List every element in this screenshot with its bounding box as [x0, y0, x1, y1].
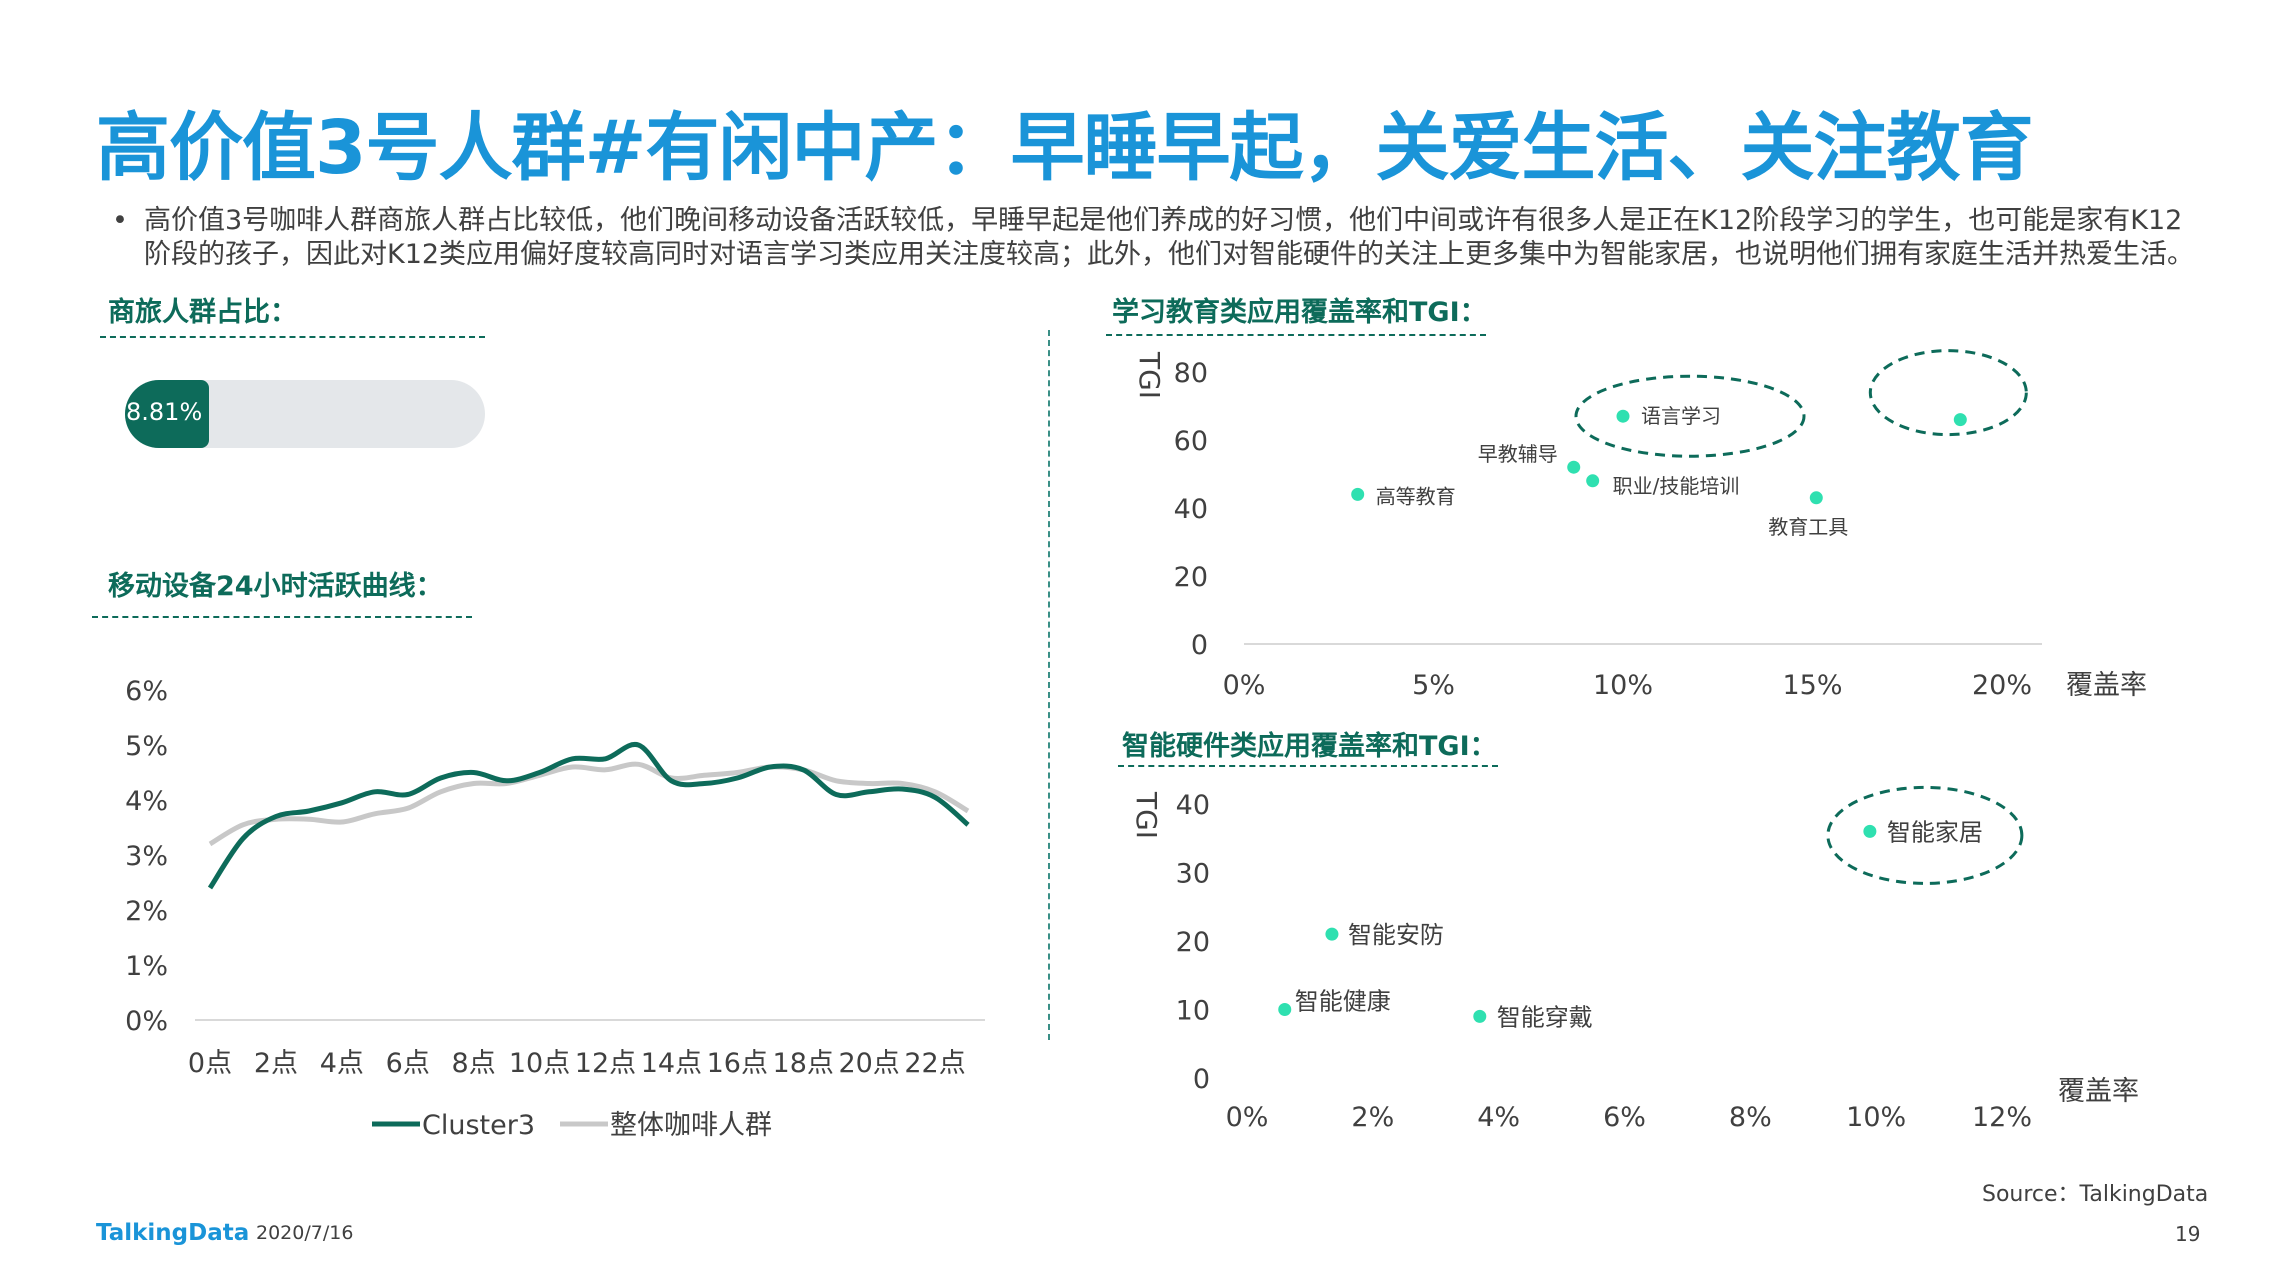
- data-point: [1278, 1003, 1292, 1016]
- footer-date: 2020/7/16: [256, 1222, 354, 1244]
- x-tick-label: 20点: [838, 1048, 899, 1079]
- activity-line-chart: 0%1%2%3%4%5%6%0点 2点 4点 6点 8点 10点 12点 14点 16点 18点 2…: [125, 676, 985, 1141]
- section-divider: [1118, 765, 1498, 767]
- x-axis-label: 覆盖率: [2066, 670, 2147, 701]
- x-axis-label: 覆盖率: [2058, 1076, 2139, 1107]
- x-tick-label: 16点: [707, 1048, 768, 1079]
- point-label: 智能穿戴: [1497, 1003, 1593, 1031]
- x-tick-label: 12%: [1972, 1102, 2032, 1133]
- y-axis-label: TGI: [1130, 791, 1163, 839]
- y-tick-label: 10: [1176, 996, 1210, 1027]
- y-tick-label: 0%: [125, 1006, 168, 1037]
- page-title: 高价值3号人群#有闲中产：早睡早起，关爱生活、关注教育: [96, 105, 2033, 191]
- talkingdata-logo: TalkingData: [96, 1220, 250, 1246]
- y-axis-label: TGI: [1133, 351, 1166, 399]
- data-point: [1567, 460, 1581, 474]
- y-tick-label: 40: [1176, 790, 1210, 821]
- y-tick-label: 5%: [125, 731, 168, 762]
- column-divider: [1048, 330, 1050, 1040]
- point-label: 高等教育: [1376, 484, 1456, 508]
- x-tick-label: 18点: [773, 1048, 834, 1079]
- y-tick-label: 2%: [125, 896, 168, 927]
- y-tick-label: 20: [1174, 562, 1208, 593]
- x-tick-label: 8点: [452, 1048, 496, 1079]
- y-tick-label: 6%: [125, 676, 168, 707]
- point-label: 智能家居: [1887, 818, 1983, 846]
- point-label: 职业/技能培训: [1613, 474, 1740, 498]
- data-point: [1953, 413, 1967, 427]
- point-label: 早教辅导: [1478, 442, 1558, 466]
- section-divider: [92, 616, 472, 618]
- x-tick-label: 6点: [386, 1048, 430, 1079]
- data-point: [1616, 409, 1630, 423]
- x-tick-label: 20%: [1972, 670, 2032, 701]
- x-tick-label: 4点: [320, 1048, 364, 1079]
- section-title-education: 学习教育类应用覆盖率和TGI：: [1112, 297, 1487, 328]
- y-tick-label: 4%: [125, 786, 168, 817]
- y-tick-label: 80: [1174, 358, 1208, 389]
- x-tick-label: 5%: [1412, 670, 1455, 701]
- legend-label: Cluster3: [422, 1110, 535, 1141]
- highlight-ellipse: [1868, 349, 2028, 437]
- section-title-hardware: 智能硬件类应用覆盖率和TGI：: [1122, 731, 1497, 762]
- x-tick-label: 14点: [641, 1048, 702, 1079]
- section-divider: [1106, 334, 1486, 336]
- page-number: 19: [2175, 1222, 2201, 1246]
- x-tick-label: 2%: [1351, 1102, 1394, 1133]
- x-tick-label: 4%: [1477, 1102, 1520, 1133]
- x-tick-label: 8%: [1729, 1102, 1772, 1133]
- data-point: [1863, 824, 1877, 838]
- data-point: [1473, 1009, 1487, 1023]
- data-point: [1809, 491, 1823, 505]
- x-tick-label: 10点: [509, 1048, 570, 1079]
- data-point: [1325, 927, 1339, 941]
- series-line-overall: [208, 761, 970, 847]
- x-tick-label: 10%: [1593, 670, 1653, 701]
- source-note: Source：TalkingData: [1982, 1182, 2209, 1207]
- point-label: 智能安防: [1348, 921, 1444, 949]
- x-tick-label: 12点: [575, 1048, 636, 1079]
- data-point: [1586, 474, 1600, 488]
- y-tick-label: 30: [1176, 859, 1210, 890]
- x-tick-label: 6%: [1603, 1102, 1646, 1133]
- y-tick-label: 0: [1193, 1064, 1210, 1095]
- point-label: 语言学习: [1641, 404, 1721, 428]
- y-tick-label: 0: [1191, 630, 1208, 661]
- bullet-marker: •: [112, 205, 128, 236]
- section-title-activity: 移动设备24小时活跃曲线：: [108, 571, 443, 602]
- x-tick-label: 0点: [188, 1048, 232, 1079]
- x-tick-label: 15%: [1782, 670, 1842, 701]
- section-title-business: 商旅人群占比：: [108, 297, 297, 328]
- y-tick-label: 3%: [125, 841, 168, 872]
- legend-label: 整体咖啡人群: [610, 1110, 772, 1141]
- point-label: 智能健康: [1295, 988, 1391, 1016]
- x-tick-label: 2点: [254, 1048, 298, 1079]
- section-divider: [100, 336, 485, 338]
- y-tick-label: 60: [1174, 426, 1208, 457]
- x-tick-label: 10%: [1846, 1102, 1906, 1133]
- point-label: 教育工具: [1768, 515, 1848, 539]
- business-share-label: 8.81%: [126, 398, 203, 426]
- x-tick-label: 22点: [904, 1048, 965, 1079]
- highlight-ellipse: [1574, 374, 1806, 458]
- data-point: [1351, 487, 1365, 501]
- business-share-bar-fill: [125, 380, 209, 448]
- highlight-ellipse: [1826, 785, 2024, 885]
- y-tick-label: 40: [1174, 494, 1208, 525]
- x-tick-label: 0%: [1226, 1102, 1269, 1133]
- y-tick-label: 20: [1176, 927, 1210, 958]
- intro-text: 高价值3号咖啡人群商旅人群占比较低，他们晚间移动设备活跃较低，早睡早起是他们养成…: [144, 205, 2195, 270]
- x-tick-label: 0%: [1223, 670, 1266, 701]
- y-tick-label: 1%: [125, 951, 168, 982]
- series-line-cluster3: [207, 741, 970, 890]
